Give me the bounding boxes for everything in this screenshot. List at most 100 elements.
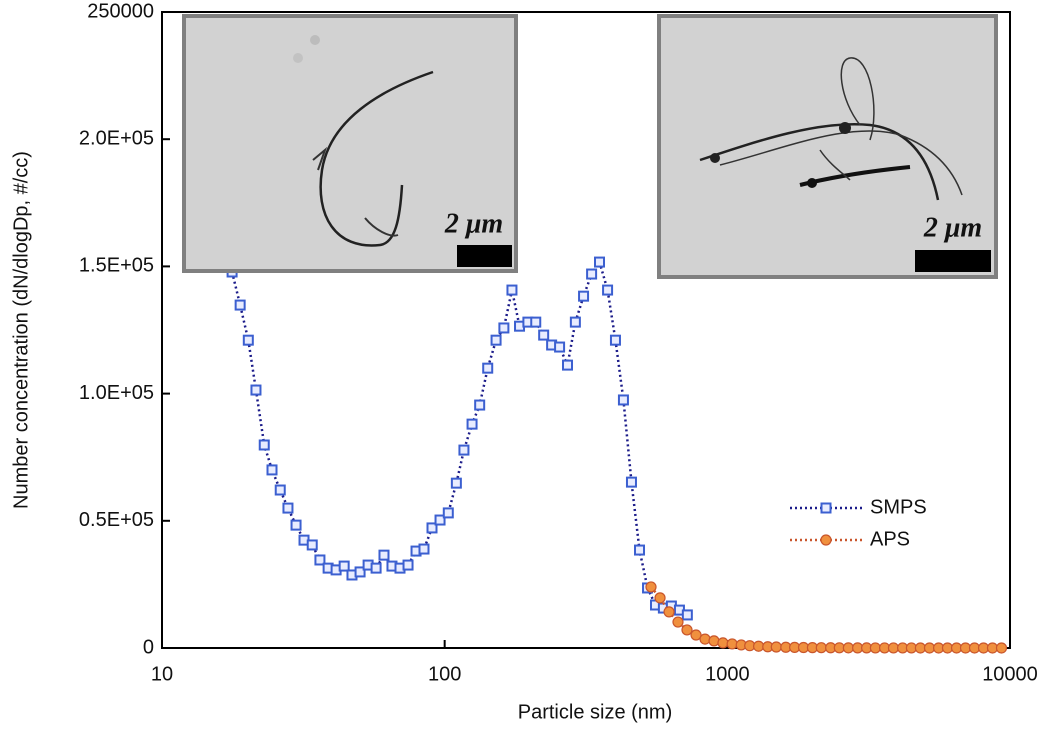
- data-point: [474, 399, 486, 411]
- data-point: [482, 362, 494, 374]
- legend-label: APS: [870, 528, 910, 550]
- data-point: [654, 592, 666, 604]
- data-point: [770, 641, 782, 653]
- tem-inset-left: 2 μm: [182, 14, 518, 273]
- inset-speck: [310, 35, 320, 45]
- data-point: [434, 514, 446, 526]
- data-point: [234, 299, 246, 311]
- data-point: [314, 554, 326, 566]
- plot-frame: [161, 11, 1011, 649]
- legend-label: SMPS: [870, 496, 927, 518]
- plot-area: 0 0.5E+05 1.0E+05 1.5E+05 2.0E+05 250000 10 100…: [79, 0, 1038, 685]
- y-tick-label: 1.5E+05: [79, 255, 154, 277]
- inset-image: [657, 14, 998, 279]
- legend-marker: [820, 534, 832, 546]
- data-point: [717, 637, 729, 649]
- fiber: [719, 130, 963, 196]
- x-tick-label: 1000: [705, 663, 750, 685]
- data-point: [634, 544, 646, 556]
- data-point: [578, 290, 590, 302]
- x-tick-label: 10: [151, 663, 173, 685]
- x-tick-label: 100: [428, 663, 461, 685]
- y-tick-label: 250000: [87, 0, 154, 22]
- data-point: [458, 444, 470, 456]
- fiber: [699, 123, 940, 201]
- data-point: [466, 418, 478, 430]
- data-point: [869, 642, 881, 654]
- data-point: [442, 507, 454, 519]
- y-tick-label: 0.5E+05: [79, 509, 154, 531]
- insets: 2 μm 2 μm: [182, 14, 998, 279]
- data-point: [498, 322, 510, 334]
- y-tick-label: 2.0E+05: [79, 127, 154, 149]
- y-tick-label: 0: [143, 636, 154, 658]
- fiber-clump: [710, 153, 720, 163]
- data-point: [242, 334, 254, 346]
- data-point: [690, 629, 702, 641]
- data-point: [306, 539, 318, 551]
- data-point: [752, 640, 765, 652]
- data-point: [554, 341, 566, 353]
- data-point: [274, 484, 286, 496]
- inset-image: [182, 14, 518, 273]
- fiber: [312, 146, 328, 171]
- data-point: [338, 560, 350, 572]
- inset-speck: [293, 53, 303, 63]
- data-point: [586, 268, 598, 280]
- data-point: [426, 522, 438, 534]
- data-point: [681, 609, 693, 621]
- data-point: [266, 464, 278, 476]
- fiber-clump: [807, 178, 817, 188]
- data-point: [602, 284, 614, 296]
- scale-bar: [915, 250, 991, 272]
- data-point: [258, 439, 270, 451]
- fiber: [364, 217, 399, 237]
- x-tick-label: 10000: [982, 663, 1038, 685]
- data-point: [995, 642, 1008, 654]
- data-point: [887, 642, 900, 654]
- data-point: [506, 284, 518, 296]
- tem-inset-right: 2 μm: [657, 14, 998, 279]
- data-point: [370, 562, 382, 574]
- data-point: [672, 616, 684, 628]
- fiber-clump: [839, 122, 851, 134]
- legend-marker: [820, 502, 832, 514]
- data-point: [354, 566, 366, 578]
- data-point: [645, 581, 657, 593]
- scale-bar: [457, 245, 512, 267]
- data-point: [402, 559, 414, 571]
- data-point: [923, 642, 936, 654]
- fiber: [840, 57, 875, 141]
- data-point: [538, 329, 550, 341]
- scale-label: 2 μm: [444, 208, 503, 239]
- fiber: [819, 149, 851, 181]
- data-point: [418, 543, 430, 555]
- data-point: [562, 359, 574, 371]
- data-point: [699, 633, 711, 645]
- data-point: [569, 316, 581, 328]
- data-point: [609, 334, 621, 346]
- data-point: [530, 316, 542, 328]
- data-point: [708, 635, 720, 647]
- data-point: [681, 624, 693, 636]
- x-axis-title: Particle size (nm): [518, 701, 672, 723]
- fiber: [319, 70, 434, 247]
- data-point: [378, 549, 390, 561]
- series-line: [230, 259, 688, 616]
- data-point: [594, 256, 606, 268]
- data-point: [290, 519, 302, 531]
- data-point: [490, 334, 502, 346]
- data-point: [815, 642, 827, 654]
- data-point: [250, 384, 262, 396]
- data-point: [450, 477, 462, 489]
- data-point: [625, 476, 637, 488]
- data-point: [726, 638, 738, 650]
- y-tick-label: 1.0E+05: [79, 382, 154, 404]
- data-point: [842, 642, 854, 654]
- data-point: [617, 394, 629, 406]
- data-point: [282, 502, 294, 514]
- y-axis-title: Number concentration (dN/dlogDp, #/cc): [10, 151, 32, 509]
- legend: SMPS APS: [790, 496, 927, 550]
- scale-label: 2 μm: [923, 212, 982, 243]
